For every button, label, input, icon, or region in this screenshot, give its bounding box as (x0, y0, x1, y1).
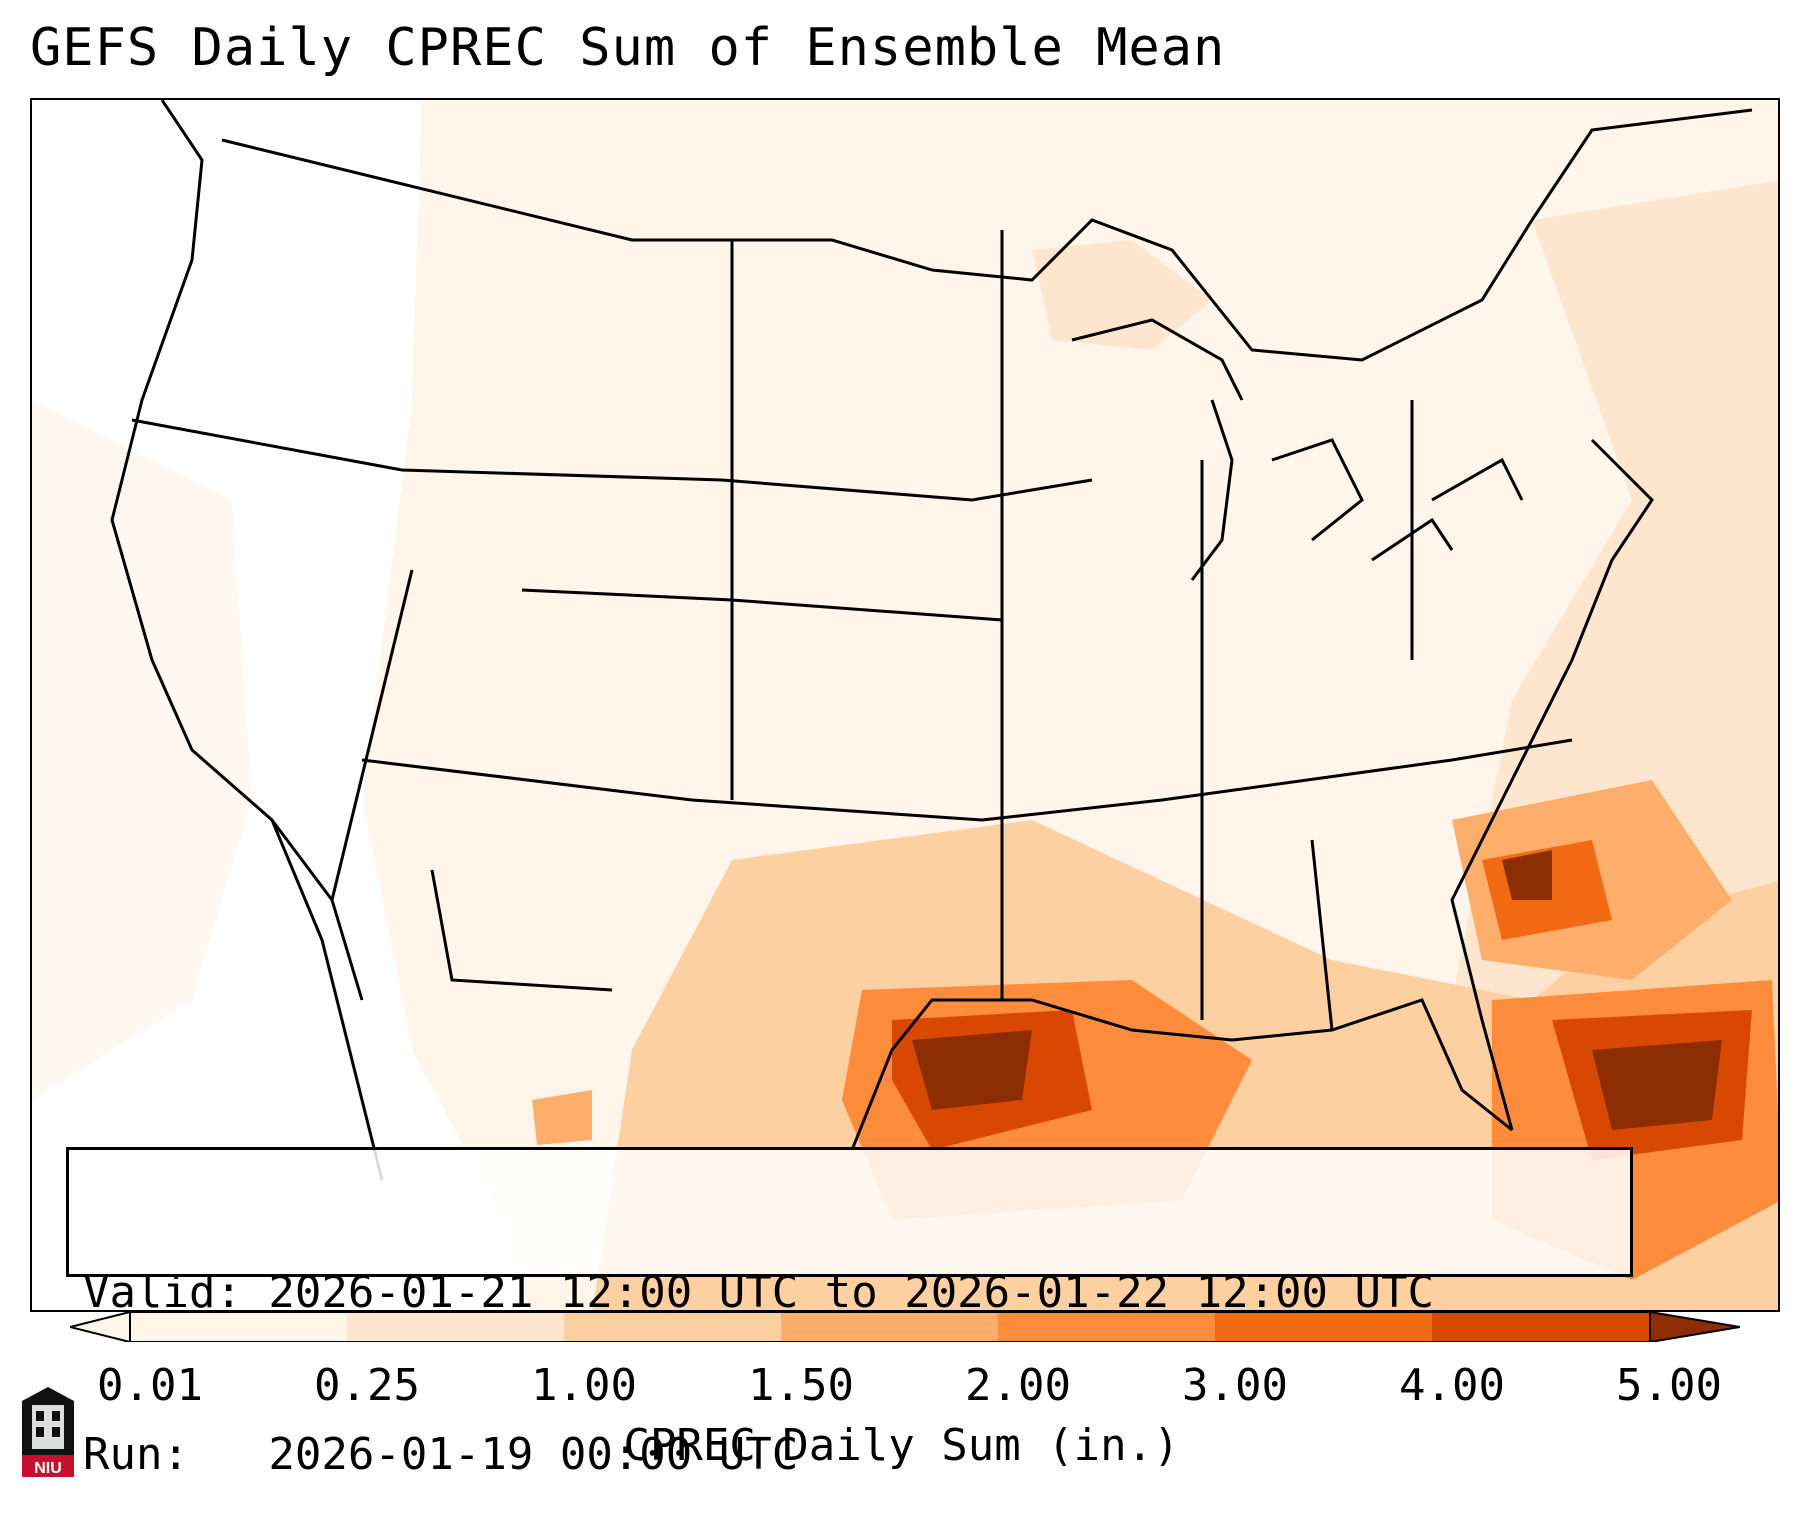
boundaries (110, 100, 1753, 1181)
map-canvas (32, 100, 1778, 1310)
university-tower-icon: NIU (22, 1387, 74, 1477)
colorbar-label: CPREC Daily Sum (in.) (623, 1420, 1180, 1471)
map-title: GEFS Daily CPREC Sum of Ensemble Mean (30, 18, 1226, 78)
colorbar-tick-5: 3.00 (1182, 1360, 1288, 1411)
colorbar (70, 1312, 1740, 1342)
great-lakes (1071, 318, 1524, 581)
validity-info-box: Valid: 2026-01-21 12:00 UTC to 2026-01-2… (66, 1147, 1633, 1480)
colorbar-tick-0: 0.01 (97, 1360, 203, 1411)
logo-text: NIU (34, 1460, 62, 1477)
precipitation-map (30, 98, 1780, 1312)
colorbar-tick-1: 0.25 (314, 1360, 420, 1411)
run-time-text: Run: 2026-01-19 00:00 UTC (83, 1429, 799, 1480)
valid-time-text: Valid: 2026-01-21 12:00 UTC to 2026-01-2… (83, 1267, 1435, 1318)
precip-shading (32, 100, 1778, 1310)
colorbar-tick-6: 4.00 (1399, 1360, 1505, 1411)
colorbar-tick-3: 1.50 (748, 1360, 854, 1411)
colorbar-tick-4: 2.00 (965, 1360, 1071, 1411)
colorbar-tick-7: 5.00 (1616, 1360, 1722, 1411)
colorbar-tick-2: 1.00 (531, 1360, 637, 1411)
